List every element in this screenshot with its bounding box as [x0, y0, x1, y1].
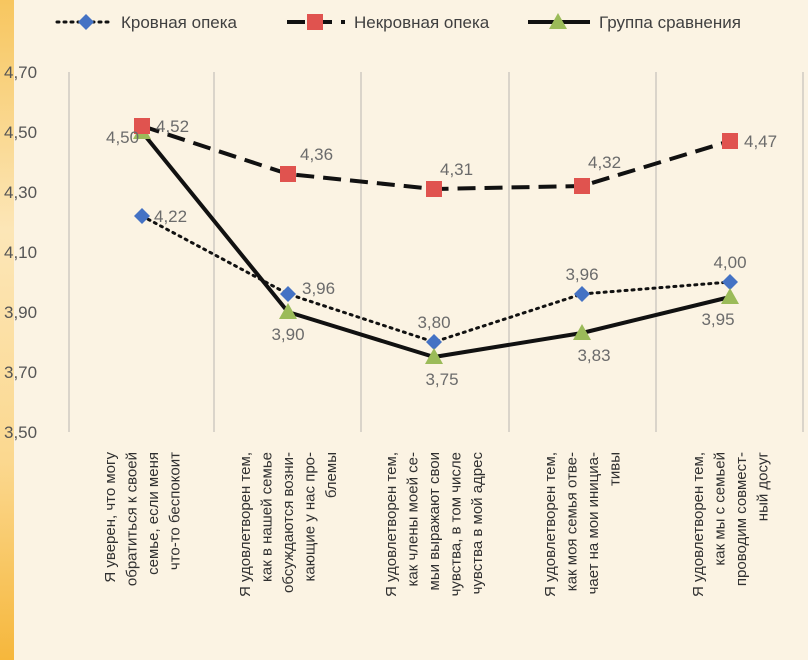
triangle-marker	[279, 303, 297, 319]
category-label-line: кающие у нас про-	[302, 452, 319, 581]
series-line-diamond	[140, 214, 732, 344]
category-label-line: как члены моей се-	[405, 452, 422, 587]
data-label: 3,83	[577, 346, 610, 365]
triangle-marker	[573, 324, 591, 340]
category-label-line: семье, если меня	[145, 452, 162, 575]
category-label: Я удовлетворен тем, как мы с семьей провод…	[690, 451, 772, 597]
square-marker	[426, 181, 442, 197]
category-label-line: Я удовлетворен тем,	[383, 452, 400, 597]
category-label: Я уверен, что могу обратиться к своей семь…	[102, 452, 184, 587]
legend-item: Группа сравнения	[528, 13, 741, 32]
data-label: 4,31	[440, 160, 473, 179]
diamond-marker	[722, 274, 738, 290]
data-label: 3,96	[302, 279, 335, 298]
category-label-line: чает на мои инициа-	[585, 452, 602, 594]
legend-label: Некровная опека	[354, 13, 490, 32]
category-label-line: Я удовлетворен тем,	[237, 452, 254, 597]
category-label-line: что-то беспокоит	[166, 452, 183, 570]
diamond-marker	[78, 14, 94, 30]
category-label-line: обсуждаются возни-	[280, 452, 297, 593]
vertical-gridlines	[68, 72, 804, 432]
diamond-marker	[574, 286, 590, 302]
category-label-line: блемы	[323, 452, 340, 498]
legend: Кровная опека Некровная опека Группа сравн…	[55, 13, 741, 32]
data-labels: 4,22 3,96 3,80 3,96 4,00 4,52 4,36 4,31 4,32 4,47…	[106, 117, 777, 389]
y-tick-label: 4,30	[4, 183, 37, 202]
square-marker	[574, 178, 590, 194]
y-tick-label: 3,90	[4, 303, 37, 322]
category-label-line: мьи выражают свои	[426, 452, 443, 590]
data-label: 4,47	[744, 132, 777, 151]
legend-item: Некровная опека	[287, 13, 490, 32]
data-label: 4,36	[300, 145, 333, 164]
category-label: Я удовлетворен тем, как члены моей се-мьи…	[383, 452, 486, 597]
x-axis-categories: Я уверен, что могу обратиться к своей семь…	[102, 451, 772, 597]
category-label-line: проводим совмест-	[733, 452, 750, 586]
legend-item: Кровная опека	[55, 13, 238, 32]
data-label: 4,32	[588, 153, 621, 172]
series-markers	[133, 118, 739, 364]
series-line-square	[141, 124, 731, 191]
data-label: 3,75	[425, 370, 458, 389]
data-label: 3,96	[565, 265, 598, 284]
category-label: Я удовлетворен тем, как моя семья отве-ча…	[542, 452, 624, 597]
y-tick-label: 3,50	[4, 423, 37, 442]
category-label-line: Я уверен, что могу	[102, 452, 119, 583]
category-label-line: обратиться к своей	[123, 452, 140, 586]
category-label-line: Я удовлетворен тем,	[542, 452, 559, 597]
diamond-marker	[280, 286, 296, 302]
category-label-line: чувства, в том числе	[448, 452, 465, 596]
data-label: 3,95	[701, 310, 734, 329]
y-tick-label: 4,10	[4, 243, 37, 262]
legend-label: Группа сравнения	[599, 13, 741, 32]
category-label: Я удовлетворен тем, как в нашей семье обсу…	[237, 452, 340, 597]
triangle-marker	[425, 348, 443, 364]
y-tick-label: 4,50	[4, 123, 37, 142]
diamond-marker	[426, 334, 442, 350]
triangle-marker	[721, 288, 739, 304]
data-label: 4,22	[154, 207, 187, 226]
data-label: 4,52	[156, 117, 189, 136]
diamond-marker	[134, 208, 150, 224]
category-label-line: как мы с семьей	[711, 452, 728, 566]
data-label: 3,90	[271, 325, 304, 344]
category-label-line: как моя семья отве-	[563, 452, 580, 591]
square-marker	[722, 133, 738, 149]
square-marker	[134, 118, 150, 134]
decorative-edge	[0, 0, 14, 660]
data-label: 4,00	[713, 253, 746, 272]
category-label-line: как в нашей семье	[259, 452, 276, 582]
y-tick-label: 4,70	[4, 63, 37, 82]
category-label-line: ный досуг	[754, 451, 771, 521]
triangle-marker	[549, 13, 567, 29]
category-label-line: Я удовлетворен тем,	[690, 452, 707, 597]
category-label-line: чувства в мой адрес	[469, 452, 486, 595]
square-marker	[307, 14, 323, 30]
legend-label: Кровная опека	[121, 13, 238, 32]
square-marker	[280, 166, 296, 182]
y-axis: 3,50 3,70 3,90 4,10 4,30 4,50 4,70	[4, 63, 37, 442]
data-label: 3,80	[417, 313, 450, 332]
data-label: 4,50	[106, 128, 139, 147]
category-label-line: тивы	[606, 452, 623, 486]
y-tick-label: 3,70	[4, 363, 37, 382]
